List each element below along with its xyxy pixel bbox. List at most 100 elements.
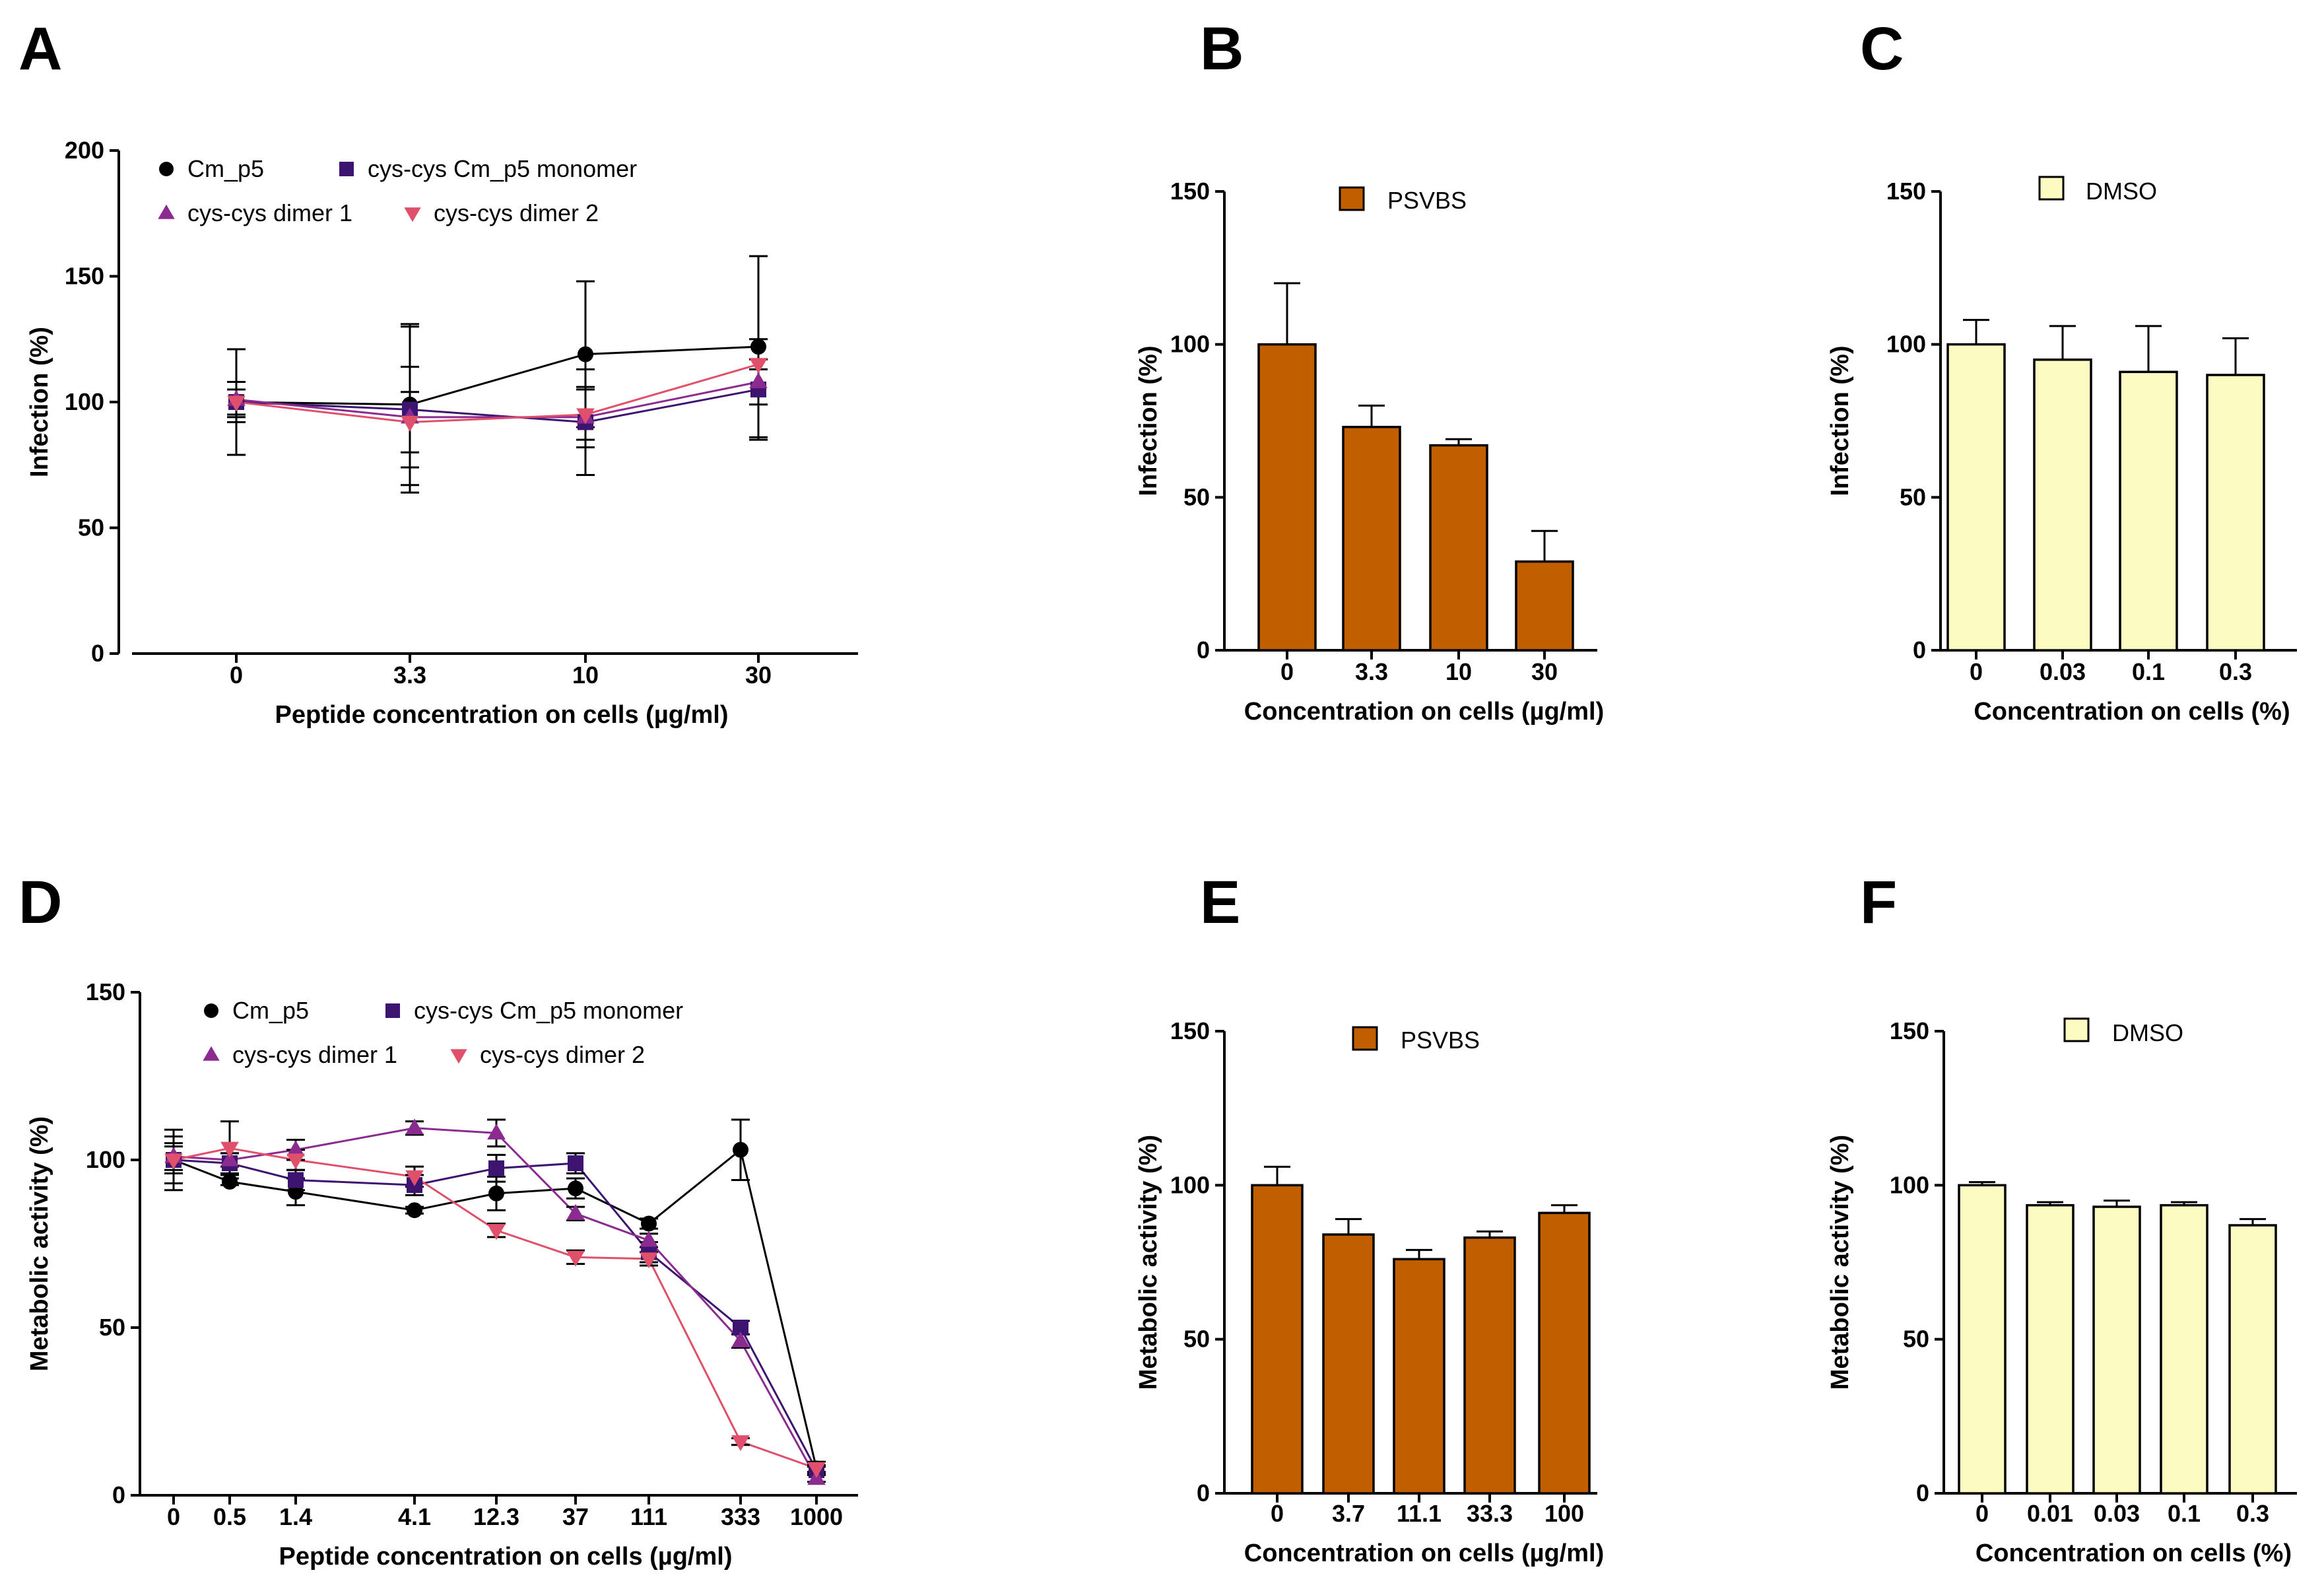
- bar: [2026, 1203, 2075, 1495]
- y-tick-label: 100: [1170, 331, 1210, 358]
- marker-circle: [578, 346, 593, 362]
- y-tick-label: 50: [1183, 1326, 1210, 1353]
- series-line: [236, 388, 759, 423]
- y-tick-label: 150: [1170, 1017, 1210, 1044]
- marker-circle: [222, 1174, 238, 1190]
- panel-e: E 0 50 100 150 0 3.7 11.1 33.3 100 Concentration o…: [1135, 869, 1604, 1567]
- x-tick-label: 1.4: [279, 1503, 312, 1530]
- marker-triangle-down: [576, 408, 595, 424]
- x-tick-label: 0: [1970, 658, 1983, 685]
- y-tick-label: 50: [1903, 1326, 1929, 1353]
- x-tick-label: 30: [745, 661, 772, 689]
- y-tick-label: 100: [65, 388, 104, 415]
- y-tick-label: 0: [112, 1481, 125, 1508]
- marker-triangle-up: [487, 1123, 506, 1139]
- marker-triangle-down: [450, 1049, 467, 1064]
- y-tick-label: 0: [91, 640, 104, 667]
- x-tick-label: 333: [721, 1503, 760, 1530]
- series-line: [236, 381, 759, 419]
- y-tick-label: 50: [1183, 483, 1210, 510]
- bar: [1257, 343, 1317, 652]
- x-tick-label: 0: [1280, 658, 1294, 685]
- x-axis-title: Concentration on cells (%): [1974, 698, 2290, 726]
- y-axis-title: Metabolic activity (%): [1135, 1135, 1162, 1390]
- y-tick-label: 150: [86, 978, 125, 1005]
- bar: [2092, 1205, 2141, 1495]
- x-tick-label: 0: [230, 661, 243, 689]
- series-line: [236, 363, 759, 423]
- x-tick-label: 0.5: [213, 1503, 246, 1530]
- marker-triangle-up: [640, 1231, 658, 1247]
- legend-label: Cm_p5: [187, 155, 264, 182]
- y-tick-label: 200: [65, 137, 104, 164]
- legend-label: DMSO: [2086, 178, 2157, 205]
- marker-square: [385, 1003, 400, 1018]
- marker-triangle-down: [404, 207, 421, 222]
- x-axis-title: Concentration on cells (µg/ml): [1244, 1540, 1605, 1567]
- x-tick-label: 4.1: [398, 1503, 431, 1530]
- y-tick-label: 150: [65, 263, 104, 290]
- x-axis-title: Peptide concentration on cells (µg/ml): [279, 1543, 733, 1571]
- legend-label: cys-cys dimer 2: [434, 199, 599, 226]
- x-tick-label: 0.01: [2027, 1500, 2073, 1527]
- y-axis-title: Infection (%): [26, 327, 53, 477]
- legend-label: PSVBS: [1401, 1027, 1480, 1054]
- y-tick-label: 50: [99, 1314, 125, 1341]
- panel-label: A: [18, 15, 62, 83]
- y-tick-label: 150: [1890, 1017, 1929, 1044]
- bar: [1538, 1211, 1591, 1495]
- marker-square: [568, 1155, 583, 1172]
- bar: [1393, 1258, 1445, 1495]
- marker-triangle-up: [731, 1331, 750, 1347]
- x-tick-label: 3.7: [1332, 1500, 1365, 1527]
- bar: [1251, 1184, 1304, 1495]
- marker-triangle-up: [286, 1140, 305, 1157]
- legend-label: cys-cys dimer 2: [480, 1041, 645, 1068]
- marker-circle: [159, 162, 174, 176]
- panel-b: B 0 50 100 150 0 3.3 10 30 Concentration on cells…: [1135, 15, 1604, 726]
- marker-circle: [733, 1141, 748, 1158]
- marker-triangle-down: [220, 1141, 239, 1158]
- marker-triangle-up: [203, 1046, 220, 1061]
- x-tick-label: 0: [1271, 1500, 1284, 1527]
- panel-f: F 0 50 100 150 0 0.01 0.03 0.1 0.3 Concentration o…: [1826, 869, 2297, 1567]
- marker-triangle-down: [807, 1462, 826, 1478]
- marker-circle: [204, 1003, 218, 1018]
- x-tick-label: 0.03: [2040, 658, 2086, 685]
- panel-label: F: [1860, 869, 1897, 936]
- x-tick-label: 3.3: [393, 661, 426, 689]
- marker-circle: [488, 1185, 504, 1202]
- y-tick-label: 100: [1890, 1171, 1929, 1198]
- bar: [2033, 358, 2092, 652]
- legend-label: PSVBS: [1387, 187, 1467, 214]
- x-tick-label: 0.03: [2094, 1500, 2140, 1527]
- y-tick-label: 150: [1170, 178, 1210, 205]
- marker-triangle-down: [286, 1153, 305, 1170]
- x-tick-label: 11.1: [1397, 1500, 1442, 1527]
- x-tick-label: 100: [1544, 1500, 1584, 1527]
- panel-label: D: [18, 869, 62, 936]
- y-axis-title: Metabolic activity (%): [1826, 1135, 1854, 1390]
- bar: [2206, 374, 2265, 652]
- series-line: [173, 1159, 818, 1471]
- marker-circle: [568, 1180, 583, 1197]
- marker-triangle-down: [566, 1250, 585, 1267]
- series-line: [236, 345, 759, 406]
- y-tick-label: 150: [1886, 178, 1926, 205]
- x-tick-label: 37: [562, 1503, 589, 1530]
- x-tick-label: 33.3: [1467, 1500, 1513, 1527]
- bar: [1322, 1233, 1375, 1495]
- legend-swatch: [2038, 176, 2065, 201]
- legend-label: DMSO: [2112, 1019, 2183, 1046]
- x-tick-label: 10: [1445, 658, 1472, 685]
- bar: [1342, 426, 1401, 652]
- panel-a: A 0 50 100 150 200 0 3.3 10 30 Peptide concentrati…: [18, 15, 858, 729]
- x-tick-label: 0: [1975, 1500, 1989, 1527]
- y-tick-label: 50: [1900, 483, 1926, 510]
- marker-triangle-down: [401, 415, 419, 432]
- panel-label: C: [1860, 15, 1904, 83]
- x-tick-label: 1000: [790, 1503, 843, 1530]
- marker-triangle-up: [566, 1203, 585, 1220]
- bar: [1429, 444, 1488, 652]
